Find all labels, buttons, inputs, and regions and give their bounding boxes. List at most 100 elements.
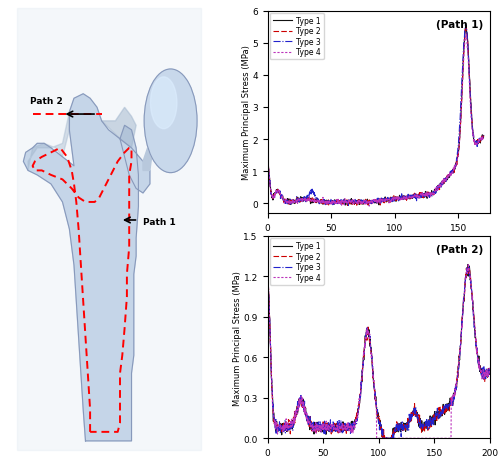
Type 2 bbox=[487, 367, 493, 372]
Type 3 bbox=[428, 193, 434, 199]
Type 2 bbox=[381, 436, 387, 441]
Type 1 bbox=[465, 262, 471, 268]
Type 2 bbox=[451, 166, 457, 171]
Type 4 bbox=[390, 198, 396, 204]
Type 3 bbox=[264, 161, 270, 166]
Type 3 bbox=[396, 196, 402, 201]
Type 1 bbox=[394, 429, 400, 434]
Type 1 bbox=[264, 160, 270, 165]
Type 4 bbox=[264, 162, 270, 168]
Line: Type 2: Type 2 bbox=[268, 27, 484, 206]
Type 3 bbox=[278, 192, 284, 198]
Type 1 bbox=[390, 196, 396, 202]
Text: Path 1: Path 1 bbox=[143, 218, 176, 227]
Type 4 bbox=[480, 135, 486, 141]
Type 4 bbox=[278, 192, 284, 197]
Type 1 bbox=[428, 189, 434, 194]
Type 1 bbox=[278, 421, 284, 427]
Type 2 bbox=[344, 203, 350, 209]
Polygon shape bbox=[16, 9, 200, 450]
Type 2 bbox=[434, 415, 440, 420]
Type 2 bbox=[480, 137, 486, 142]
Type 3 bbox=[380, 436, 386, 441]
Y-axis label: Maximum Principal Stress (MPa): Maximum Principal Stress (MPa) bbox=[233, 270, 242, 405]
Type 1 bbox=[434, 414, 440, 419]
Polygon shape bbox=[102, 108, 136, 149]
Type 2 bbox=[278, 429, 284, 434]
Type 1 bbox=[456, 355, 462, 360]
Text: Path 2: Path 2 bbox=[30, 96, 63, 106]
Type 4 bbox=[451, 168, 457, 174]
Type 2 bbox=[400, 426, 406, 431]
Type 4 bbox=[394, 436, 400, 441]
Legend: Type 1, Type 2, Type 3, Type 4: Type 1, Type 2, Type 3, Type 4 bbox=[270, 14, 324, 60]
Type 2 bbox=[463, 24, 469, 30]
Type 4 bbox=[463, 33, 469, 38]
Line: Type 1: Type 1 bbox=[268, 265, 490, 438]
Type 1 bbox=[463, 26, 469, 31]
Type 4 bbox=[487, 371, 493, 377]
Type 4 bbox=[456, 353, 462, 359]
Type 3 bbox=[462, 22, 468, 28]
Type 1 bbox=[400, 427, 406, 432]
Type 3 bbox=[394, 428, 400, 434]
Y-axis label: Maximum Principal Stress (MPa): Maximum Principal Stress (MPa) bbox=[242, 45, 250, 180]
Type 2 bbox=[428, 191, 434, 196]
Text: (Path 1): (Path 1) bbox=[436, 20, 484, 29]
Type 1 bbox=[396, 195, 402, 201]
Type 4 bbox=[278, 426, 284, 432]
Line: Type 1: Type 1 bbox=[268, 28, 484, 206]
Line: Type 2: Type 2 bbox=[268, 268, 490, 438]
Legend: Type 1, Type 2, Type 3, Type 4: Type 1, Type 2, Type 3, Type 4 bbox=[270, 239, 324, 285]
Type 3 bbox=[406, 419, 412, 424]
Type 4 bbox=[402, 195, 408, 201]
Type 4 bbox=[396, 196, 402, 202]
Type 4 bbox=[374, 436, 380, 441]
Type 1 bbox=[480, 134, 486, 139]
Type 1 bbox=[342, 203, 348, 208]
Type 2 bbox=[394, 421, 400, 426]
Type 3 bbox=[400, 425, 406, 430]
Type 3 bbox=[480, 133, 486, 139]
Type 1 bbox=[278, 193, 284, 199]
Type 3 bbox=[434, 413, 440, 419]
Line: Type 3: Type 3 bbox=[268, 267, 490, 438]
Type 4 bbox=[428, 192, 434, 197]
Polygon shape bbox=[143, 149, 152, 171]
Type 4 bbox=[264, 275, 270, 280]
Type 1 bbox=[380, 436, 386, 441]
Type 1 bbox=[406, 420, 412, 425]
X-axis label: Distance (mm): Distance (mm) bbox=[342, 238, 416, 246]
Type 2 bbox=[456, 350, 462, 355]
Type 3 bbox=[402, 195, 408, 201]
Circle shape bbox=[150, 78, 177, 129]
Type 3 bbox=[487, 368, 493, 373]
Type 2 bbox=[406, 419, 412, 425]
Circle shape bbox=[144, 70, 197, 174]
Type 3 bbox=[390, 196, 396, 202]
Type 4 bbox=[400, 436, 406, 441]
Type 4 bbox=[466, 261, 471, 267]
Type 1 bbox=[451, 168, 457, 173]
Type 2 bbox=[278, 195, 284, 200]
Type 3 bbox=[456, 357, 462, 363]
Text: (Path 2): (Path 2) bbox=[436, 245, 484, 254]
Line: Type 4: Type 4 bbox=[268, 35, 484, 207]
Type 2 bbox=[390, 198, 396, 203]
Line: Type 3: Type 3 bbox=[268, 25, 484, 207]
Type 3 bbox=[264, 277, 270, 282]
Line: Type 4: Type 4 bbox=[268, 264, 490, 438]
Type 4 bbox=[366, 204, 372, 209]
Type 2 bbox=[465, 265, 471, 271]
Type 2 bbox=[264, 159, 270, 164]
Type 4 bbox=[406, 436, 412, 441]
Type 3 bbox=[451, 167, 457, 172]
Type 1 bbox=[487, 368, 493, 374]
Type 2 bbox=[396, 196, 402, 201]
Type 3 bbox=[330, 204, 336, 209]
Polygon shape bbox=[24, 95, 150, 441]
Type 2 bbox=[264, 277, 270, 282]
Type 4 bbox=[434, 436, 440, 441]
Type 3 bbox=[278, 427, 284, 432]
Type 1 bbox=[264, 274, 270, 280]
